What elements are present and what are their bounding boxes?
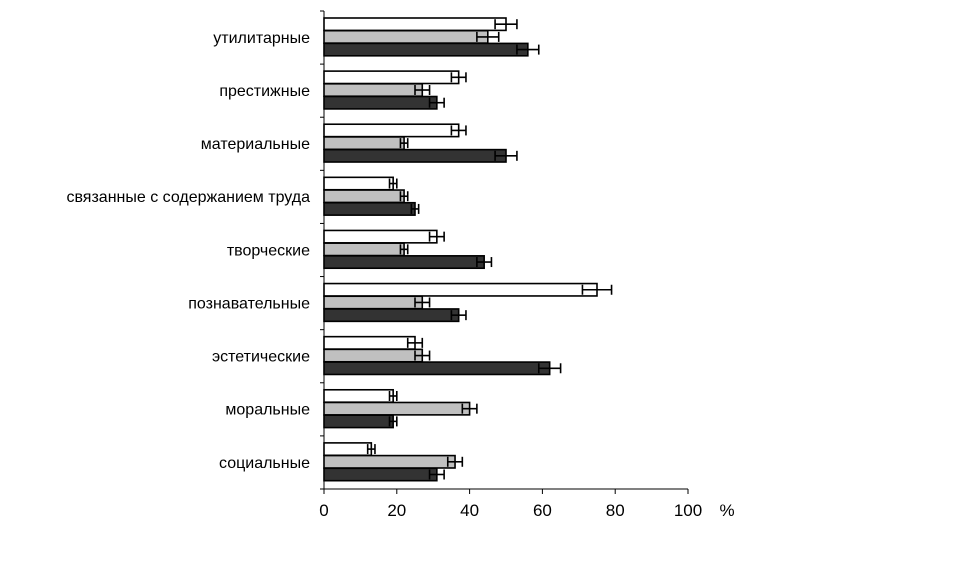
error-bar-1-series-1 (494, 19, 518, 30)
error-bar-7-series-3 (537, 363, 562, 374)
category-labels: утилитарные престижные материальные связанн… (66, 30, 310, 472)
error-bar-6-series-3 (450, 310, 467, 321)
bar-7-series-1 (323, 335, 416, 350)
category-label: социальные (219, 455, 310, 472)
bar-4-series-2 (323, 189, 405, 204)
bar-9-series-3 (323, 467, 438, 482)
category-label: престижные (219, 83, 310, 100)
category-label: утилитарные (213, 30, 310, 47)
error-bar-5-series-3 (476, 257, 493, 268)
bars-layer (323, 17, 598, 482)
error-bar-9-series-3 (428, 469, 445, 480)
error-bar-5-series-1 (428, 231, 445, 242)
bar-8-series-1 (323, 388, 394, 403)
error-bar-7-series-1 (406, 337, 424, 348)
bar-5-series-3 (323, 255, 485, 270)
error-bar-6-series-2 (414, 297, 431, 308)
category-label: эстетические (212, 349, 310, 366)
category-label: материальные (201, 136, 310, 153)
bar-1-series-3 (323, 42, 529, 57)
bar-3-series-3 (323, 148, 507, 163)
error-bar-5-series-2 (399, 244, 409, 255)
bar-8-series-3 (323, 414, 394, 429)
error-bar-3-series-3 (494, 150, 518, 161)
bar-7-series-2 (323, 348, 424, 363)
bar-9-series-1 (323, 442, 373, 457)
error-bar-2-series-2 (414, 85, 431, 96)
error-bar-2-series-3 (428, 97, 445, 108)
error-bar-8-series-2 (461, 403, 478, 414)
bar-2-series-2 (323, 83, 424, 98)
bar-3-series-1 (323, 123, 460, 138)
x-tick-labels: 0 20 40 60 80 100 (319, 501, 702, 520)
bar-6-series-1 (323, 282, 598, 297)
category-label: моральные (225, 402, 310, 419)
error-bar-8-series-3 (388, 416, 398, 427)
bar-4-series-3 (323, 201, 416, 216)
category-label: познавательные (188, 295, 310, 312)
x-tick-label: 0 (319, 501, 328, 520)
bar-5-series-1 (323, 229, 438, 244)
bar-1-series-1 (323, 17, 507, 32)
category-label: связанные с содержанием труда (66, 189, 310, 206)
error-bar-9-series-1 (366, 444, 376, 455)
error-bar-4-series-2 (399, 191, 409, 202)
bar-6-series-3 (323, 308, 460, 323)
error-bar-2-series-1 (450, 72, 467, 83)
error-bar-1-series-3 (516, 44, 540, 55)
error-bar-3-series-2 (399, 138, 409, 149)
bar-9-series-2 (323, 454, 456, 469)
bar-7-series-3 (323, 361, 551, 376)
x-tick-label: 40 (460, 501, 479, 520)
x-tick-label: 100 (674, 501, 702, 520)
bar-6-series-2 (323, 295, 424, 310)
error-bars-layer (366, 19, 613, 480)
category-label: творческие (227, 242, 310, 259)
error-bar-6-series-1 (581, 284, 613, 295)
bar-2-series-1 (323, 70, 460, 85)
x-tick-label: 60 (533, 501, 552, 520)
bar-5-series-2 (323, 242, 405, 257)
error-bar-4-series-1 (388, 178, 398, 189)
error-bar-9-series-2 (446, 456, 464, 467)
x-tick-label: 80 (606, 501, 625, 520)
bar-8-series-2 (323, 401, 471, 416)
x-unit-label: % (719, 501, 734, 520)
bar-3-series-2 (323, 136, 405, 151)
error-bar-7-series-2 (414, 350, 431, 361)
bar-4-series-1 (323, 176, 394, 191)
error-bar-8-series-1 (388, 390, 398, 401)
error-bar-1-series-2 (476, 31, 500, 42)
axes-layer (320, 10, 689, 494)
bar-1-series-2 (323, 29, 489, 44)
x-tick-label: 20 (387, 501, 406, 520)
error-bar-4-series-3 (410, 203, 420, 214)
bar-2-series-3 (323, 95, 438, 110)
error-bar-3-series-1 (450, 125, 467, 136)
